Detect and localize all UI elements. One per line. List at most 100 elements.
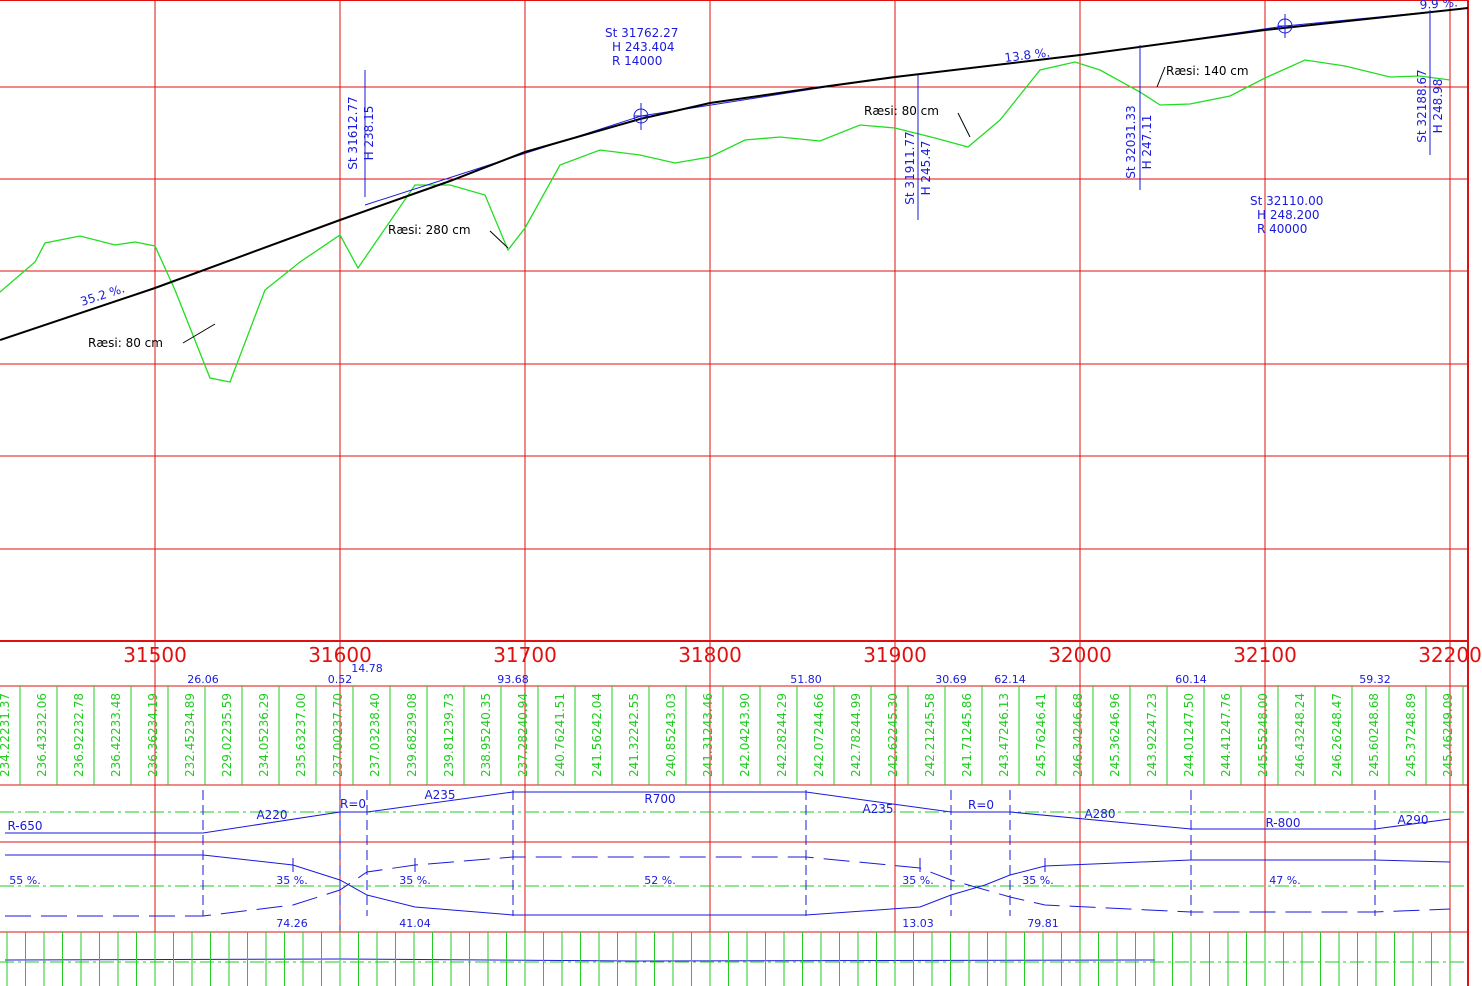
elevation: 240.35	[479, 693, 493, 735]
elevation: 246.13	[997, 693, 1011, 735]
ground-line	[0, 59, 1451, 383]
elevation: 242.21	[923, 735, 937, 777]
transition-length: 79.81	[1027, 917, 1059, 930]
elevation: 238.95	[479, 735, 493, 777]
elevation: 245.55	[1256, 735, 1270, 777]
culvert-label: Ræsi: 140 cm	[1166, 64, 1249, 78]
curve-label: R 40000	[1257, 222, 1307, 236]
elevation: 246.43	[1293, 735, 1307, 777]
elevation: 242.04	[738, 735, 752, 777]
elevation: 234.05	[257, 735, 271, 777]
elevation-pair: 241.71245.86	[960, 693, 974, 777]
elevation: 244.99	[849, 693, 863, 735]
elevation: 243.03	[664, 693, 678, 735]
elevation: 248.68	[1367, 693, 1381, 735]
elevation: 233.48	[109, 693, 123, 735]
elevation: 246.26	[1330, 735, 1344, 777]
elevation-pair: 237.00237.70	[331, 693, 345, 777]
station-mark: H 238.15	[362, 106, 376, 161]
station-mark: H 245.47	[919, 141, 933, 196]
alignment-mark: 60.14	[1175, 673, 1207, 686]
elevation-pair: 242.07244.66	[812, 693, 826, 777]
elevation: 243.92	[1145, 735, 1159, 777]
curve-type: A290	[1397, 813, 1428, 827]
elevation-pair: 242.62245.30	[886, 693, 900, 777]
elevation: 246.41	[1034, 693, 1048, 735]
elevation: 245.86	[960, 693, 974, 735]
elevation-pair: 236.92232.78	[72, 693, 86, 777]
elevation-pair: 241.32242.55	[627, 693, 641, 777]
culvert-arrows	[182, 66, 1166, 344]
elevation-pair: 236.36234.19	[146, 693, 160, 777]
station-label: 32100	[1233, 643, 1297, 667]
elevation: 245.37	[1404, 735, 1418, 777]
superelevation-label: 52 %.	[644, 874, 675, 887]
elevation: 241.56	[590, 735, 604, 777]
elevation: 232.78	[72, 693, 86, 735]
elevation: 242.78	[849, 735, 863, 777]
curve-label: H 243.404	[612, 40, 674, 54]
grade-label: 9.9 %.	[1419, 0, 1458, 12]
transition-length: 74.26	[276, 917, 308, 930]
station-label: 31700	[493, 643, 557, 667]
culvert-label: Ræsi: 80 cm	[88, 336, 163, 350]
station-mark: St 31612.77	[346, 96, 360, 169]
elevation: 241.31	[701, 735, 715, 777]
elevation: 242.28	[775, 735, 789, 777]
elevation-pair: 244.41247.76	[1219, 693, 1233, 777]
curve-type: R700	[644, 792, 675, 806]
superelevation-label: 35 %.	[276, 874, 307, 887]
elevation-pair: 246.26248.47	[1330, 693, 1344, 777]
elevation-pair: 243.47246.13	[997, 693, 1011, 777]
elevation: 235.63	[294, 735, 308, 777]
elevation-pair: 239.81239.73	[442, 693, 456, 777]
alignment-mark: 14.78	[351, 662, 383, 675]
curve-label: H 248.200	[1257, 208, 1319, 222]
elevation: 245.58	[923, 693, 937, 735]
elevation-pair: 242.04243.90	[738, 693, 752, 777]
elevation-pair: 239.68239.08	[405, 693, 419, 777]
curve-type: R-800	[1265, 816, 1300, 830]
station-label: 32000	[1048, 643, 1112, 667]
elevation: 245.46	[1441, 735, 1455, 777]
alignment-band	[0, 790, 1468, 963]
elevation: 243.90	[738, 693, 752, 735]
elevation-pair: 246.34246.68	[1071, 693, 1085, 777]
alignment-mark: 62.14	[994, 673, 1026, 686]
elevation: 240.94	[516, 693, 530, 735]
elevation-pair: 236.42233.48	[109, 693, 123, 777]
elevation-pair: 242.78244.99	[849, 693, 863, 777]
elevation: 244.01	[1182, 735, 1196, 777]
elevation-pair: 235.63237.00	[294, 693, 308, 777]
elevation: 238.40	[368, 693, 382, 735]
elevation-pair: 236.43232.06	[35, 693, 49, 777]
elevation: 248.00	[1256, 693, 1270, 735]
transition-length: 13.03	[902, 917, 934, 930]
elevation: 247.50	[1182, 693, 1196, 735]
design-line	[0, 7, 1469, 341]
superelevation-label: 47 %.	[1269, 874, 1300, 887]
elevation: 246.34	[1071, 735, 1085, 777]
elevation: 243.47	[997, 735, 1011, 777]
vertex-markers	[364, 10, 1431, 220]
elevation: 239.73	[442, 693, 456, 735]
curve-label: R 14000	[612, 54, 662, 68]
alignment-mark: 0.52	[328, 673, 353, 686]
elevation: 237.00	[294, 693, 308, 735]
elevation: 241.51	[553, 693, 567, 735]
tangent-line	[364, 79, 871, 206]
station-mark: H 248.98	[1431, 79, 1445, 134]
superelevation-label: 35 %.	[902, 874, 933, 887]
elevation: 241.71	[960, 735, 974, 777]
curve-label: St 31762.27	[605, 26, 678, 40]
curve-type: A235	[862, 802, 893, 816]
elevation: 244.41	[1219, 735, 1233, 777]
elevation: 245.60	[1367, 735, 1381, 777]
culvert-label: Ræsi: 280 cm	[388, 223, 471, 237]
elevation: 239.81	[442, 735, 456, 777]
curve-type: A235	[424, 788, 455, 802]
elevation-pair: 244.01247.50	[1182, 693, 1196, 777]
elevation: 244.29	[775, 693, 789, 735]
elevation-pair: 241.56242.04	[590, 693, 604, 777]
elevation-pair: 245.46249.09	[1441, 693, 1455, 777]
